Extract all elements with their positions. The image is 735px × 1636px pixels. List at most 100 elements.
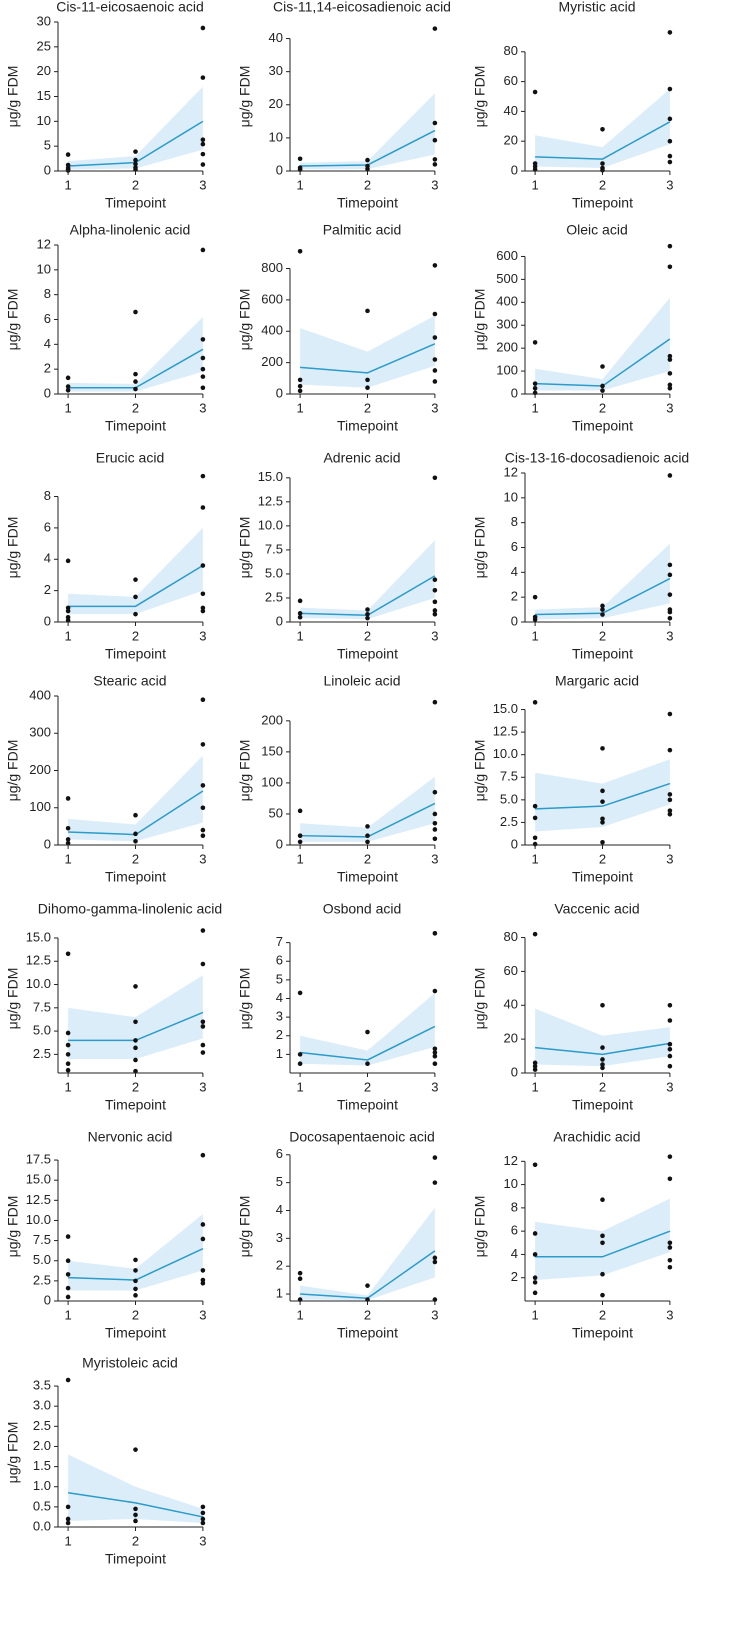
data-point [133,309,138,315]
y-tick-label: 8 [511,1199,518,1214]
data-point [297,839,303,845]
data-point [667,1018,673,1023]
y-tick-label: 600 [496,248,518,263]
y-tick-label: 0 [511,1064,518,1079]
x-tick-label: 1 [531,1079,538,1094]
y-tick-label: 0 [44,836,51,851]
data-point [600,161,605,166]
y-tick-label: 1.5 [33,1458,51,1473]
confidence-band [68,527,203,615]
data-point [200,783,206,788]
x-tick-label: 1 [64,177,71,192]
y-tick-label: 30 [269,63,283,78]
data-point [600,1062,605,1067]
y-axis-label: μg/g FDM [5,66,21,128]
y-tick-label: 12.5 [258,493,283,508]
y-tick-label: 800 [261,260,283,275]
confidence-band [535,297,670,391]
data-point [65,1504,71,1510]
x-tick-label: 1 [531,851,538,866]
data-point [200,473,206,479]
data-point [200,608,206,614]
x-tick-label: 3 [199,1533,206,1548]
data-point [532,617,538,622]
y-tick-label: 0.5 [33,1498,51,1513]
mean-line [535,782,671,810]
x-tick-label: 3 [431,177,438,192]
data-point [65,387,71,393]
data-point [133,1518,138,1524]
y-tick-label: 2 [511,589,518,604]
data-point [200,505,206,510]
y-tick-label: 10.0 [26,1212,51,1227]
data-point [432,263,438,268]
x-tick-label: 2 [599,1079,606,1094]
x-tick-label: 3 [199,1079,206,1094]
chart-panel: Docosapentaenoic acid 1 2 3 4 5 6 1 2 3 Timepoint μ… [237,1129,439,1341]
data-point [365,607,370,612]
data-point [432,475,438,481]
confidence-band [300,776,435,842]
y-tick-label: 2 [44,582,51,597]
data-point [667,562,673,568]
data-point [297,156,303,162]
y-tick-label: 200 [261,712,283,727]
data-point [133,1268,138,1273]
y-tick-label: 6 [44,519,51,534]
chart-title: Arachidic acid [553,1129,640,1145]
data-point [432,162,438,167]
data-point [532,931,538,937]
data-point [600,607,605,612]
data-point [532,1252,538,1257]
data-point [133,1447,138,1452]
data-point [365,839,370,845]
data-point [432,1061,438,1066]
data-point [200,1516,206,1522]
x-axis-label: Timepoint [572,1325,633,1341]
y-tick-label: 12.5 [26,1192,51,1207]
y-tick-label: 3 [276,1009,283,1024]
data-point [200,355,206,361]
data-point [432,1050,438,1055]
y-tick-label: 0 [44,1292,51,1307]
data-point [133,161,138,167]
x-axis-label: Timepoint [337,646,398,662]
y-tick-label: 400 [496,294,518,309]
data-point [297,611,303,616]
x-tick-label: 3 [431,851,438,866]
x-tick-label: 3 [431,1079,438,1094]
x-tick-label: 3 [666,851,673,866]
x-axis-label: Timepoint [572,418,633,434]
data-point [65,1042,71,1048]
mean-line [300,343,436,374]
data-point [532,385,538,391]
data-point [600,383,605,389]
data-point [65,951,71,957]
x-axis-label: Timepoint [572,195,633,211]
x-tick-label: 3 [666,1079,673,1094]
chart-panel: Nervonic acid 0 2.5 5.0 7.5 10.0 12.5 15.0 17.5 1… [5,1129,207,1341]
x-tick-label: 3 [666,1307,673,1322]
y-axis-label: μg/g FDM [5,968,21,1030]
x-tick-label: 3 [199,1307,206,1322]
data-point [133,1057,138,1063]
data-point [65,558,71,564]
data-point [65,1520,71,1526]
data-point [600,1197,605,1203]
y-axis-label: μg/g FDM [237,968,253,1030]
data-point [600,799,605,804]
y-tick-label: 12 [504,1153,518,1168]
y-axis-label: μg/g FDM [472,1196,488,1258]
chart-panel: Cis-11,14-eicosadienoic acid 0 10 20 30 40 1 2 3… [237,0,451,211]
data-point [667,473,673,478]
y-tick-label: 0 [511,836,518,851]
y-tick-label: 15.0 [26,929,51,944]
data-point [600,1271,605,1277]
y-tick-label: 0 [511,385,518,400]
confidence-band [535,759,670,832]
x-tick-label: 2 [364,628,371,643]
chart-panel: Stearic acid 0 100 200 300 400 1 2 3 Timepoint μg/… [5,673,207,885]
data-point [600,1057,605,1062]
data-point [600,1065,605,1071]
data-point [200,563,206,568]
